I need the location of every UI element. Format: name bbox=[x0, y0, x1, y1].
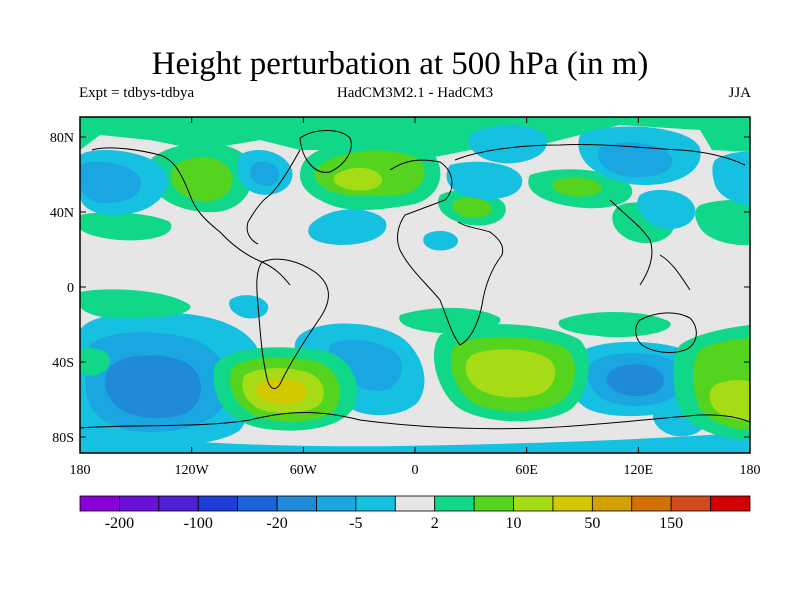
colorbar-label: -100 bbox=[184, 515, 213, 532]
colorbar-label: -5 bbox=[349, 515, 362, 532]
contour-neg-canada-core bbox=[250, 161, 280, 186]
colorbar-swatch bbox=[316, 495, 357, 512]
colorbar-swatch bbox=[355, 495, 396, 512]
contour-pos-europe-core bbox=[333, 167, 383, 191]
y-tick-label: 80N bbox=[50, 131, 74, 146]
contour-neg-pacific-ne bbox=[712, 151, 750, 205]
contour-pos-south-africa-core bbox=[465, 349, 556, 398]
coastline-antarctica bbox=[80, 412, 750, 430]
x-tick-label: 180 bbox=[740, 463, 761, 478]
contour-neg-indian-ocean-core bbox=[606, 364, 664, 397]
contour-neg-mediterranean bbox=[423, 230, 459, 251]
coastline-australia bbox=[635, 312, 697, 353]
map-plot-area bbox=[80, 117, 750, 453]
x-tick-label: 180 bbox=[70, 463, 91, 478]
colorbar-swatch bbox=[119, 495, 160, 512]
contour-neg-arctic-russia bbox=[468, 125, 547, 164]
colorbar-swatch bbox=[631, 495, 672, 512]
colorbar-label: 50 bbox=[584, 515, 600, 532]
contour-pos-pacific-ne bbox=[695, 199, 750, 246]
season-label: JJA bbox=[728, 85, 751, 101]
contour-neg-atlantic-nh bbox=[308, 209, 387, 245]
x-tick-label: 0 bbox=[412, 463, 419, 478]
coastlines bbox=[80, 130, 750, 430]
colorbar-label: -200 bbox=[105, 515, 134, 532]
colorbar-swatch bbox=[591, 495, 633, 512]
contour-pos-asia-core bbox=[452, 197, 493, 218]
contour-pos-nh-top bbox=[80, 117, 750, 160]
contour-neg-south-atlantic-core bbox=[328, 339, 402, 391]
colorbar-swatch bbox=[513, 495, 554, 512]
colorbar-swatch bbox=[434, 495, 475, 512]
y-tick-label: 40N bbox=[50, 206, 74, 221]
colorbar: -200 -100 -20 -5 2 10 50 150 bbox=[79, 495, 751, 532]
contour-neg-antarctic-rim bbox=[80, 430, 750, 453]
colorbar-swatch bbox=[710, 495, 751, 512]
contour-pos-pacific-tropics bbox=[80, 289, 191, 319]
model-comparison-label: HadCM3M2.1 - HadCM3 bbox=[336, 85, 494, 101]
coastline-south-america bbox=[256, 258, 329, 389]
y-tick-label: 0 bbox=[67, 281, 74, 296]
contour-pos-siberia-core bbox=[552, 177, 603, 197]
contour-neg-east-siberia-core bbox=[598, 142, 673, 178]
contour-neg-pacific-nh-core bbox=[80, 161, 142, 204]
coastline-asia bbox=[454, 144, 746, 291]
colorbar-swatch bbox=[276, 495, 317, 512]
colorbar-swatch bbox=[197, 495, 239, 512]
contour-pos-south-america-core bbox=[255, 378, 307, 405]
x-tick-label: 60W bbox=[290, 463, 318, 478]
colorbar-swatch bbox=[473, 495, 514, 512]
coastline-greenland bbox=[299, 130, 352, 173]
experiment-label: Expt = tdbys-tdbya bbox=[79, 85, 195, 101]
colorbar-swatch bbox=[552, 495, 593, 512]
map-title: Height perturbation at 500 hPa (in m) bbox=[151, 46, 649, 82]
axis-ticks: 180 120W 60W 0 60E 120E 180 80N 40N 0 40S 80S bbox=[50, 117, 761, 478]
colorbar-swatch bbox=[670, 495, 711, 512]
colorbar-swatch bbox=[394, 495, 436, 512]
colorbar-label: 150 bbox=[659, 515, 683, 532]
colorbar-label: -20 bbox=[266, 515, 287, 532]
contour-pos-australia-east-core bbox=[709, 380, 750, 421]
coastline-north-america bbox=[91, 147, 301, 286]
coastline-europe-africa bbox=[389, 159, 504, 346]
y-tick-label: 80S bbox=[52, 431, 74, 446]
y-tick-label: 40S bbox=[52, 356, 74, 371]
contour-neg-south-pacific-core bbox=[105, 355, 202, 419]
colorbar-label: 10 bbox=[506, 515, 522, 532]
colorbar-swatch bbox=[158, 495, 199, 512]
contour-pos-east-pacific-sh bbox=[80, 348, 110, 376]
colorbar-swatch bbox=[79, 495, 120, 512]
contour-pos-na-core bbox=[171, 157, 233, 202]
x-tick-label: 120W bbox=[175, 463, 210, 478]
x-tick-label: 120E bbox=[624, 463, 654, 478]
contour-neg-japan bbox=[637, 189, 696, 230]
x-tick-label: 60E bbox=[515, 463, 538, 478]
colorbar-swatch bbox=[237, 495, 278, 512]
contour-fields bbox=[80, 117, 750, 453]
contour-neg-central-asia bbox=[446, 161, 523, 200]
contour-pos-east-atlantic bbox=[80, 212, 172, 241]
colorbar-label: 2 bbox=[431, 515, 439, 532]
